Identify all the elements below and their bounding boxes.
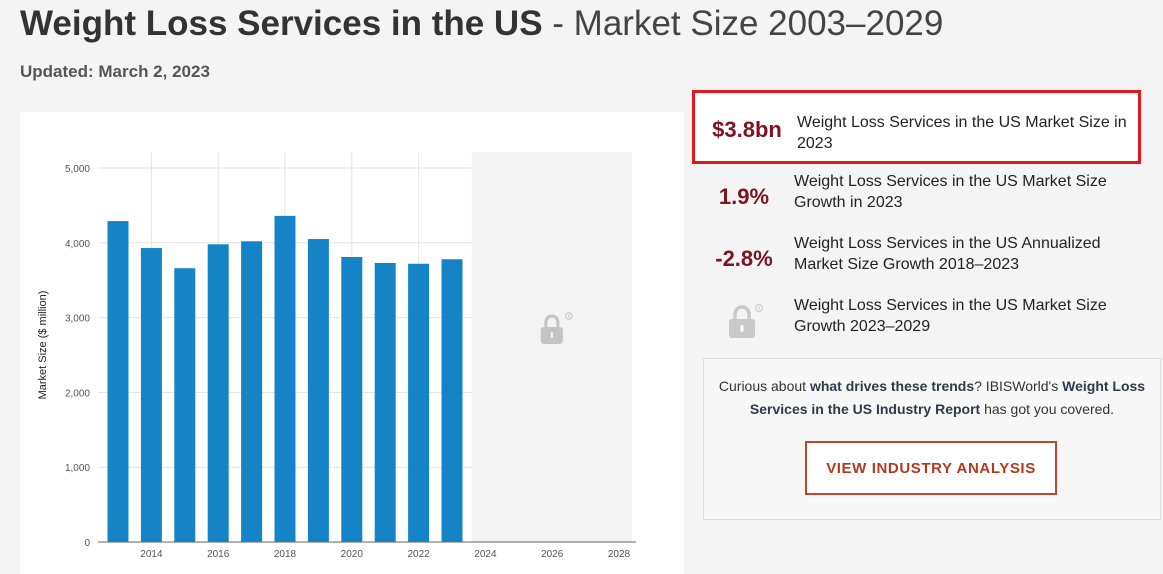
cta-text-part: Curious about [718, 378, 810, 394]
lock-icon[interactable] [726, 302, 766, 342]
x-tick-label: 2028 [608, 549, 631, 560]
market-size-chart: 0 1,000 2,000 3,000 4,000 5,000 2014 2016 2018 20… [20, 112, 684, 574]
updated-date: Updated: March 2, 2023 [20, 62, 210, 81]
cta-text: Curious about what drives these trends? … [716, 375, 1148, 421]
locked-forecast-region [471, 152, 632, 542]
bar-2021[interactable] [374, 262, 396, 542]
cta-text-emphasis: what drives these trends [809, 378, 975, 394]
stat-value: -2.8% [715, 246, 773, 271]
x-tick-label: 2022 [407, 549, 430, 560]
x-tick-label: 2014 [140, 549, 163, 560]
chart-svg: 0 1,000 2,000 3,000 4,000 5,000 2014 2016 2018 20… [37, 152, 636, 560]
stats-panel: $3.8bn Weight Loss Services in the US Ma… [692, 90, 1141, 350]
x-tick-label: 2024 [474, 549, 497, 560]
x-tick-label: 2026 [541, 549, 564, 560]
bar-2019[interactable] [307, 239, 329, 542]
bar-2018[interactable] [274, 215, 296, 542]
cta-box: Curious about what drives these trends? … [703, 358, 1161, 520]
lock-icon[interactable] [540, 312, 573, 344]
cta-report-name: Weight Loss Services in the US Industry … [749, 378, 1146, 417]
stat-value: 1.9% [718, 184, 770, 209]
stat-label: Weight Loss Services in the US Market Si… [794, 297, 1107, 335]
bar-2016[interactable] [207, 244, 229, 542]
bar-2022[interactable] [408, 263, 430, 542]
stat-growth: 1.9% Weight Loss Services in the US Mark… [692, 164, 1141, 226]
stat-market-size: $3.8bn Weight Loss Services in the US Ma… [692, 90, 1141, 164]
y-tick-label: 2,000 [65, 388, 90, 399]
cta-text-part: ? IBISWorld's [974, 378, 1063, 394]
stat-label: Weight Loss Services in the US Market Si… [794, 173, 1107, 211]
x-tick-label: 2016 [207, 549, 230, 560]
stat-future-growth: Weight Loss Services in the US Market Si… [692, 288, 1141, 350]
view-industry-analysis-button[interactable]: VIEW INDUSTRY ANALYSIS [805, 441, 1057, 495]
y-tick-label: 5,000 [65, 164, 90, 175]
y-tick-label: 3,000 [65, 314, 90, 325]
bar-2013[interactable] [107, 221, 129, 542]
bar-2014[interactable] [140, 248, 162, 542]
y-tick-label: 0 [84, 538, 90, 549]
y-tick-label: 1,000 [65, 463, 90, 474]
bar-2020[interactable] [341, 257, 363, 542]
page-title: Weight Loss Services in the US - Market … [20, 4, 943, 44]
page-title-main: Weight Loss Services in the US [20, 4, 543, 43]
page-title-sub: - Market Size 2003–2029 [542, 4, 944, 43]
stat-annualized-growth: -2.8% Weight Loss Services in the US Ann… [692, 226, 1141, 288]
y-axis-label: Market Size ($ million) [37, 291, 49, 400]
bar-2023[interactable] [441, 259, 463, 542]
cta-text-part: has got you covered. [980, 401, 1115, 417]
bar-2017[interactable] [241, 241, 263, 542]
stat-label: Weight Loss Services in the US Market Si… [797, 114, 1127, 152]
x-tick-label: 2018 [274, 549, 297, 560]
x-tick-label: 2020 [341, 549, 364, 560]
y-tick-label: 4,000 [65, 239, 90, 250]
stat-value: $3.8bn [712, 117, 782, 142]
bar-2015[interactable] [174, 268, 196, 542]
stat-label: Weight Loss Services in the US Annualize… [794, 235, 1101, 273]
